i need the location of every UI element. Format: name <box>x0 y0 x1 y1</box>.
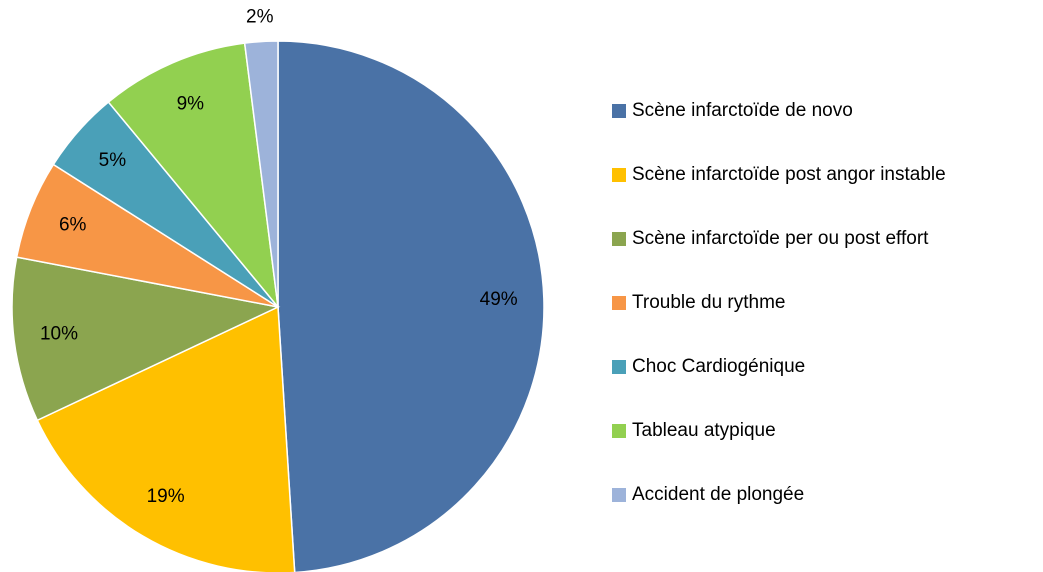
legend-swatch <box>612 488 626 502</box>
pie-slice <box>277 40 545 572</box>
legend-label: Trouble du rythme <box>632 292 785 313</box>
data-label: 6% <box>59 215 87 236</box>
legend-label: Tableau atypique <box>632 420 776 441</box>
pie-slice <box>36 305 296 572</box>
legend-swatch <box>612 296 626 310</box>
data-label: 9% <box>177 93 205 114</box>
legend-swatch <box>612 104 626 118</box>
data-label: 5% <box>99 150 127 171</box>
data-label: 19% <box>147 486 185 507</box>
legend-swatch <box>612 424 626 438</box>
legend-label: Choc Cardiogénique <box>632 356 805 377</box>
legend-swatch <box>612 232 626 246</box>
data-label: 49% <box>480 289 518 310</box>
pie-slice <box>11 256 281 422</box>
legend-swatch <box>612 360 626 374</box>
data-label: 10% <box>40 324 78 345</box>
legend-label: Scène infarctoïde post angor instable <box>632 164 946 185</box>
legend-label: Accident de plongée <box>632 484 804 505</box>
pie-slice <box>107 42 280 310</box>
legend-label: Scène infarctoïde de novo <box>632 100 853 121</box>
legend-swatch <box>612 168 626 182</box>
legend-label: Scène infarctoïde per ou post effort <box>632 228 929 249</box>
pie-slice <box>243 40 279 308</box>
data-label: 2% <box>246 7 274 28</box>
